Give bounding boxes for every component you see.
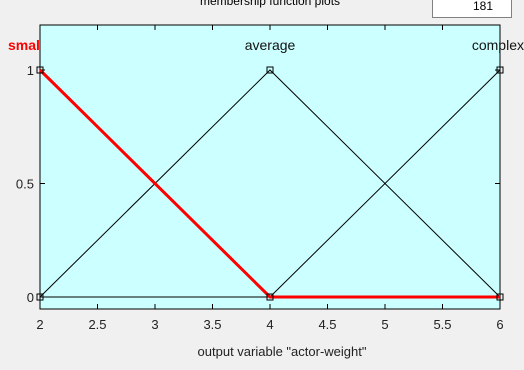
mf-labels: smal average complex	[8, 37, 524, 53]
plot-title: membership function plots	[199, 0, 341, 8]
x-tick-label: 4.5	[318, 317, 336, 332]
x-tick-label: 3.5	[203, 317, 221, 332]
x-tick-label: 6	[496, 317, 503, 332]
mf-label-complex: complex	[472, 37, 524, 53]
mf-handle-smal[interactable]	[496, 293, 504, 301]
axis-ticks: 2 2.5 3 3.5 4 4.5 5 5.5 6 0 0.5 1	[16, 25, 504, 332]
mf-handle-complex[interactable]	[36, 293, 44, 301]
x-tick-label: 3	[151, 317, 158, 332]
x-tick-label: 5	[381, 317, 388, 332]
x-tick-label: 4	[266, 317, 273, 332]
mf-curves[interactable]	[38, 68, 501, 299]
mf-handles[interactable]	[36, 66, 504, 301]
y-tick-label: 1	[27, 63, 34, 78]
mf-label-average: average	[245, 37, 296, 53]
plot-area[interactable]	[39, 24, 501, 310]
mf-curve-average[interactable]	[39, 69, 501, 298]
mf-handle-average[interactable]	[266, 66, 274, 74]
mf-curve-smal[interactable]	[38, 68, 500, 299]
y-tick-label: 0	[27, 290, 34, 305]
mf-handle-complex[interactable]	[496, 66, 504, 74]
x-tick-label: 2	[36, 317, 43, 332]
x-tick-label: 2.5	[88, 317, 106, 332]
plot-points-field[interactable]: 181	[432, 0, 512, 18]
y-tick-label: 0.5	[16, 177, 34, 192]
x-axis-label: output variable "actor-weight"	[198, 344, 367, 359]
mf-handle-smal[interactable]	[36, 66, 44, 74]
mf-label-smal: smal	[8, 37, 40, 53]
mf-handle-smal[interactable]	[266, 293, 274, 301]
x-tick-label: 5.5	[433, 317, 451, 332]
